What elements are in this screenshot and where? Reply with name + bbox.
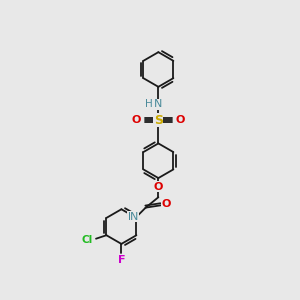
Text: O: O (162, 199, 171, 209)
Text: Cl: Cl (82, 235, 93, 245)
Text: F: F (118, 255, 125, 265)
Text: N: N (154, 99, 163, 109)
Text: O: O (176, 115, 185, 125)
Text: S: S (154, 114, 163, 127)
Text: O: O (154, 182, 163, 192)
Text: H: H (128, 212, 135, 222)
Text: N: N (130, 212, 139, 222)
Text: O: O (131, 115, 141, 125)
Text: H: H (145, 99, 153, 109)
